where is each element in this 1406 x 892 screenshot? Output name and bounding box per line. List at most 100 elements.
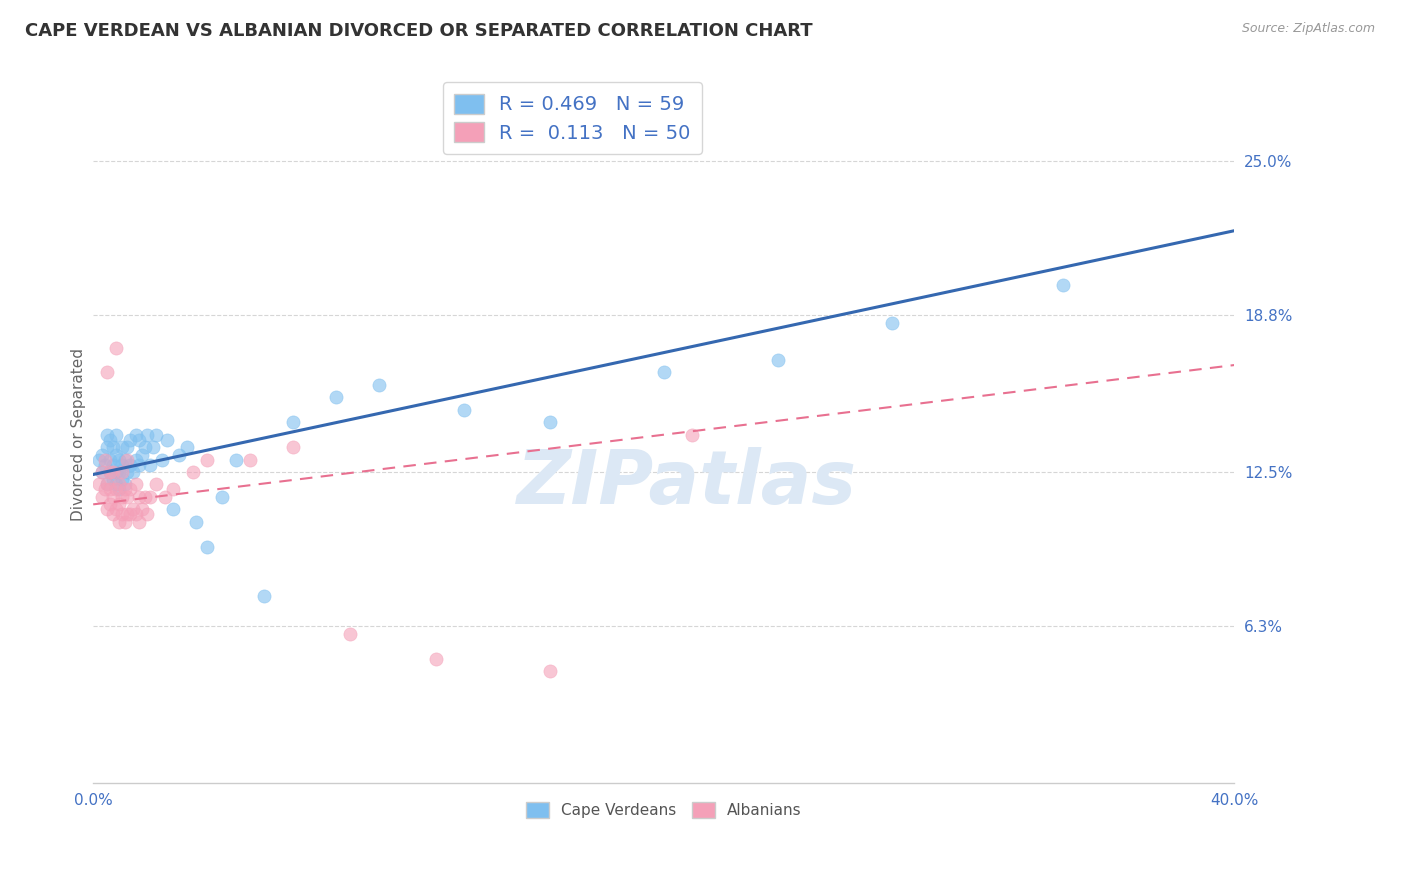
Point <box>96 477 118 491</box>
Point <box>184 515 207 529</box>
Point <box>120 458 142 472</box>
Point <box>134 490 156 504</box>
Point <box>101 440 124 454</box>
Point <box>90 490 112 504</box>
Point <box>101 508 124 522</box>
Point <box>108 483 131 497</box>
Point <box>652 366 675 380</box>
Point <box>128 433 150 447</box>
Point <box>105 427 128 442</box>
Point <box>108 477 131 491</box>
Point <box>128 458 150 472</box>
Point <box>128 515 150 529</box>
Point <box>105 465 128 479</box>
Point <box>239 452 262 467</box>
Point <box>108 497 131 511</box>
Point <box>111 458 134 472</box>
Point <box>105 483 128 497</box>
Point <box>162 483 184 497</box>
Point <box>117 452 139 467</box>
Point <box>117 440 139 454</box>
Point <box>453 402 475 417</box>
Point <box>125 508 148 522</box>
Point <box>425 651 447 665</box>
Point <box>538 664 561 678</box>
Point <box>111 465 134 479</box>
Point <box>156 433 179 447</box>
Point <box>253 590 276 604</box>
Point <box>101 458 124 472</box>
Point <box>87 452 110 467</box>
Point <box>108 515 131 529</box>
Point <box>136 508 159 522</box>
Point <box>111 440 134 454</box>
Point <box>96 440 118 454</box>
Point <box>122 502 145 516</box>
Point <box>131 448 153 462</box>
Point <box>139 458 162 472</box>
Point <box>120 483 142 497</box>
Point <box>120 433 142 447</box>
Point <box>162 502 184 516</box>
Point <box>90 465 112 479</box>
Point <box>114 515 136 529</box>
Point <box>167 448 190 462</box>
Point <box>367 378 389 392</box>
Point <box>98 483 121 497</box>
Point <box>281 440 304 454</box>
Point <box>114 483 136 497</box>
Point <box>145 427 167 442</box>
Point <box>98 433 121 447</box>
Point <box>117 508 139 522</box>
Point <box>120 508 142 522</box>
Point <box>1052 278 1074 293</box>
Point <box>880 316 903 330</box>
Text: CAPE VERDEAN VS ALBANIAN DIVORCED OR SEPARATED CORRELATION CHART: CAPE VERDEAN VS ALBANIAN DIVORCED OR SEP… <box>25 22 813 40</box>
Point <box>131 502 153 516</box>
Point <box>111 490 134 504</box>
Point <box>153 490 176 504</box>
Point <box>125 452 148 467</box>
Point <box>136 427 159 442</box>
Text: ZIPatlas: ZIPatlas <box>516 447 856 520</box>
Point <box>105 477 128 491</box>
Point <box>93 452 115 467</box>
Point <box>145 477 167 491</box>
Point <box>101 473 124 487</box>
Point <box>98 452 121 467</box>
Point <box>111 473 134 487</box>
Point <box>681 427 703 442</box>
Point <box>281 415 304 429</box>
Point <box>117 465 139 479</box>
Point <box>150 452 173 467</box>
Point <box>117 490 139 504</box>
Point <box>125 477 148 491</box>
Legend: Cape Verdeans, Albanians: Cape Verdeans, Albanians <box>520 796 807 824</box>
Point <box>195 452 218 467</box>
Point <box>125 427 148 442</box>
Point <box>96 427 118 442</box>
Point <box>105 502 128 516</box>
Point <box>96 477 118 491</box>
Point <box>98 465 121 479</box>
Point <box>114 452 136 467</box>
Point <box>111 508 134 522</box>
Point <box>98 465 121 479</box>
Point <box>211 490 233 504</box>
Point <box>339 626 361 640</box>
Point <box>225 452 247 467</box>
Point <box>128 490 150 504</box>
Point <box>98 497 121 511</box>
Point <box>538 415 561 429</box>
Point <box>195 540 218 554</box>
Point <box>142 440 165 454</box>
Point <box>122 465 145 479</box>
Point <box>96 366 118 380</box>
Point <box>93 483 115 497</box>
Point <box>134 440 156 454</box>
Point <box>93 458 115 472</box>
Point <box>96 502 118 516</box>
Point <box>105 341 128 355</box>
Text: Source: ZipAtlas.com: Source: ZipAtlas.com <box>1241 22 1375 36</box>
Point <box>105 448 128 462</box>
